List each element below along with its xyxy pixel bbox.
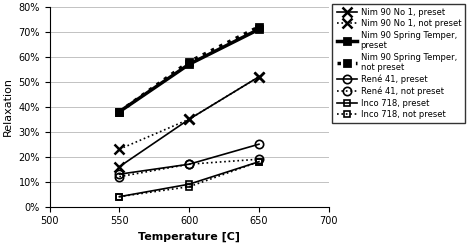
René 41, not preset (116, 175, 122, 178)
Y-axis label: Relaxation: Relaxation (3, 77, 13, 136)
Line: Nim 90 No 1, preset: Nim 90 No 1, preset (114, 72, 264, 172)
Line: Inco 718, preset: Inco 718, preset (116, 158, 263, 200)
Line: Nim 90 No 1, not preset: Nim 90 No 1, not preset (114, 72, 264, 154)
Inco 718, not preset (186, 185, 192, 188)
René 41, preset (186, 163, 192, 166)
Line: Nim 90 Spring Temper,
not preset: Nim 90 Spring Temper, not preset (116, 23, 263, 115)
Line: Nim 90 Spring Temper,
preset: Nim 90 Spring Temper, preset (116, 26, 263, 115)
René 41, not preset (186, 163, 192, 166)
X-axis label: Temperature [C]: Temperature [C] (138, 232, 240, 242)
Nim 90 No 1, preset (186, 118, 192, 121)
Nim 90 Spring Temper,
not preset (186, 60, 192, 63)
Inco 718, preset (116, 195, 122, 198)
René 41, not preset (256, 158, 262, 161)
Nim 90 No 1, not preset (186, 118, 192, 121)
Nim 90 Spring Temper,
preset (256, 28, 262, 31)
René 41, preset (116, 173, 122, 176)
Inco 718, preset (256, 160, 262, 163)
Nim 90 No 1, preset (256, 75, 262, 78)
Inco 718, preset (186, 183, 192, 186)
Inco 718, not preset (116, 195, 122, 198)
Line: René 41, preset: René 41, preset (115, 140, 263, 178)
Inco 718, not preset (256, 160, 262, 163)
Nim 90 Spring Temper,
preset (116, 110, 122, 113)
Nim 90 No 1, preset (116, 165, 122, 168)
René 41, preset (256, 143, 262, 146)
Nim 90 No 1, not preset (256, 75, 262, 78)
Line: Inco 718, not preset: Inco 718, not preset (116, 158, 263, 200)
Line: René 41, not preset: René 41, not preset (115, 155, 263, 181)
Legend: Nim 90 No 1, preset, Nim 90 No 1, not preset, Nim 90 Spring Temper,
preset, Nim : Nim 90 No 1, preset, Nim 90 No 1, not pr… (333, 4, 465, 123)
Nim 90 Spring Temper,
not preset (256, 25, 262, 28)
Nim 90 Spring Temper,
preset (186, 63, 192, 66)
Nim 90 Spring Temper,
not preset (116, 110, 122, 113)
Nim 90 No 1, not preset (116, 148, 122, 151)
